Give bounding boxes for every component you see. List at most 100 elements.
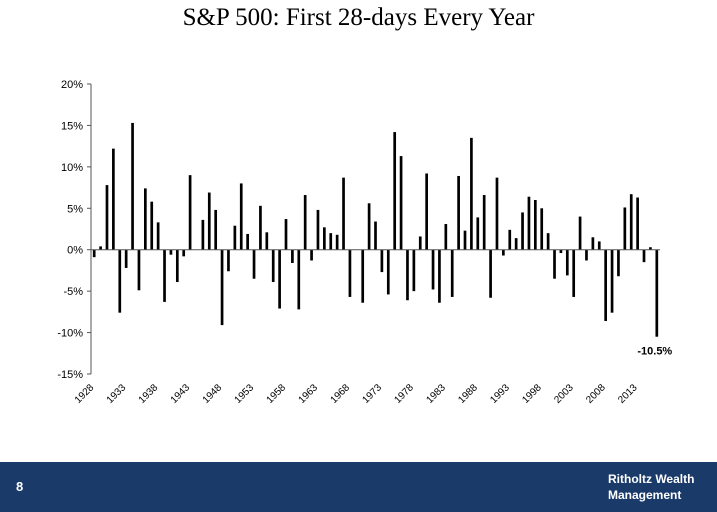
bar-2011 <box>623 207 627 250</box>
bar-1958 <box>284 219 288 250</box>
bar-1996 <box>527 196 531 250</box>
bar-1934 <box>131 122 134 250</box>
bar-1987 <box>470 137 473 250</box>
annotation-label: -10.5% <box>637 346 672 358</box>
y-tick-label: 10% <box>61 162 83 174</box>
bar-2008 <box>604 249 607 321</box>
bar-2010 <box>617 249 620 277</box>
bar-1954 <box>259 205 262 250</box>
brand-line-1: Ritholtz Wealth <box>608 472 695 486</box>
bar-2007 <box>597 241 601 250</box>
bar-2001 <box>559 249 563 254</box>
bar-1931 <box>112 148 115 250</box>
bar-1983 <box>444 224 448 250</box>
bar-1979 <box>418 236 422 250</box>
y-tick-label: 5% <box>67 203 83 215</box>
y-tick-label: 20% <box>61 79 83 91</box>
bar-1986 <box>463 230 467 250</box>
x-tick-label: 2013 <box>616 382 640 406</box>
bar-1936 <box>144 188 147 250</box>
x-tick-label: 2008 <box>584 382 608 406</box>
bar-1964 <box>323 227 326 250</box>
bar-2016 <box>655 249 659 337</box>
chart-title: S&P 500: First 28-days Every Year <box>182 4 535 31</box>
bar-1937 <box>150 201 154 250</box>
x-tick-label: 1983 <box>424 382 448 406</box>
bar-1933 <box>124 249 128 268</box>
bar-1949 <box>227 249 230 272</box>
bars <box>92 122 659 337</box>
bar-2005 <box>585 249 588 261</box>
bar-1959 <box>291 249 294 263</box>
x-tick-label: 1948 <box>201 382 225 406</box>
bar-1989 <box>482 195 486 250</box>
bar-2013 <box>636 197 639 250</box>
bar-1972 <box>374 221 377 250</box>
x-tick-label: 1953 <box>233 382 257 406</box>
bar-1997 <box>533 200 537 250</box>
bar-1965 <box>329 233 333 250</box>
bar-1939 <box>163 249 166 302</box>
brand-line-2: Management <box>608 488 682 502</box>
bar-1970 <box>361 249 365 303</box>
bar-2009 <box>610 249 614 313</box>
bar-2003 <box>572 249 576 297</box>
bar-1928 <box>92 249 96 258</box>
footer-bar: 8 Ritholtz Wealth Management <box>0 462 717 512</box>
bar-1947 <box>214 209 218 250</box>
bar-2002 <box>565 249 569 276</box>
bar-1961 <box>303 195 307 250</box>
x-tick-label: 1933 <box>105 382 129 406</box>
bar-2004 <box>578 216 582 250</box>
bar-chart: 20% 15% 10% 5% 0% -5% -10% -15% 1928 1933 1938 194… <box>57 79 672 406</box>
x-axis: 1928 1933 1938 1943 1948 1953 1958 1963 1968 1973… <box>73 249 660 406</box>
bar-1968 <box>348 249 352 297</box>
bar-1973 <box>380 249 384 273</box>
bar-1942 <box>182 249 186 257</box>
x-tick-label: 1943 <box>169 382 193 406</box>
x-tick-label: 1978 <box>392 382 416 406</box>
bar-1988 <box>476 217 480 250</box>
bar-1975 <box>393 132 397 250</box>
x-tick-label: 1973 <box>361 382 385 406</box>
bar-2015 <box>649 247 652 250</box>
bar-1976 <box>399 156 403 250</box>
bar-1929 <box>99 246 102 250</box>
bar-1966 <box>335 234 339 250</box>
bar-1951 <box>239 183 243 250</box>
bar-1994 <box>514 238 518 250</box>
bar-1995 <box>521 212 524 250</box>
brand-logo-text: Ritholtz Wealth Management <box>608 471 694 503</box>
x-tick-label: 1938 <box>137 382 161 406</box>
y-axis: 20% 15% 10% 5% 0% -5% -10% -15% <box>57 79 92 381</box>
bar-2000 <box>553 249 556 279</box>
bar-1982 <box>438 249 441 303</box>
bar-1980 <box>425 173 428 250</box>
x-tick-label: 1928 <box>73 382 97 406</box>
bar-1955 <box>265 232 269 250</box>
bar-1956 <box>271 249 275 283</box>
bar-1940 <box>169 249 173 255</box>
x-tick-label: 1963 <box>297 382 321 406</box>
bar-1953 <box>252 249 256 279</box>
x-tick-label: 1993 <box>488 382 512 406</box>
annotations: -10.5% <box>637 346 672 358</box>
bar-1978 <box>412 249 416 292</box>
y-tick-label: -5% <box>63 286 83 298</box>
bar-1930 <box>105 185 109 250</box>
y-tick-label: -15% <box>57 369 83 381</box>
x-tick-label: 1958 <box>265 382 289 406</box>
bar-1948 <box>220 249 224 326</box>
bar-1938 <box>156 222 160 250</box>
bar-1993 <box>508 229 512 250</box>
bar-1935 <box>137 249 141 291</box>
y-tick-label: 0% <box>67 245 83 257</box>
bar-1998 <box>540 208 544 250</box>
bar-1963 <box>316 209 320 250</box>
bar-1981 <box>431 249 435 290</box>
bar-1984 <box>450 249 454 297</box>
bar-1971 <box>367 203 371 250</box>
x-tick-label: 1988 <box>456 382 480 406</box>
bar-1990 <box>489 249 492 298</box>
bar-1945 <box>201 219 205 250</box>
